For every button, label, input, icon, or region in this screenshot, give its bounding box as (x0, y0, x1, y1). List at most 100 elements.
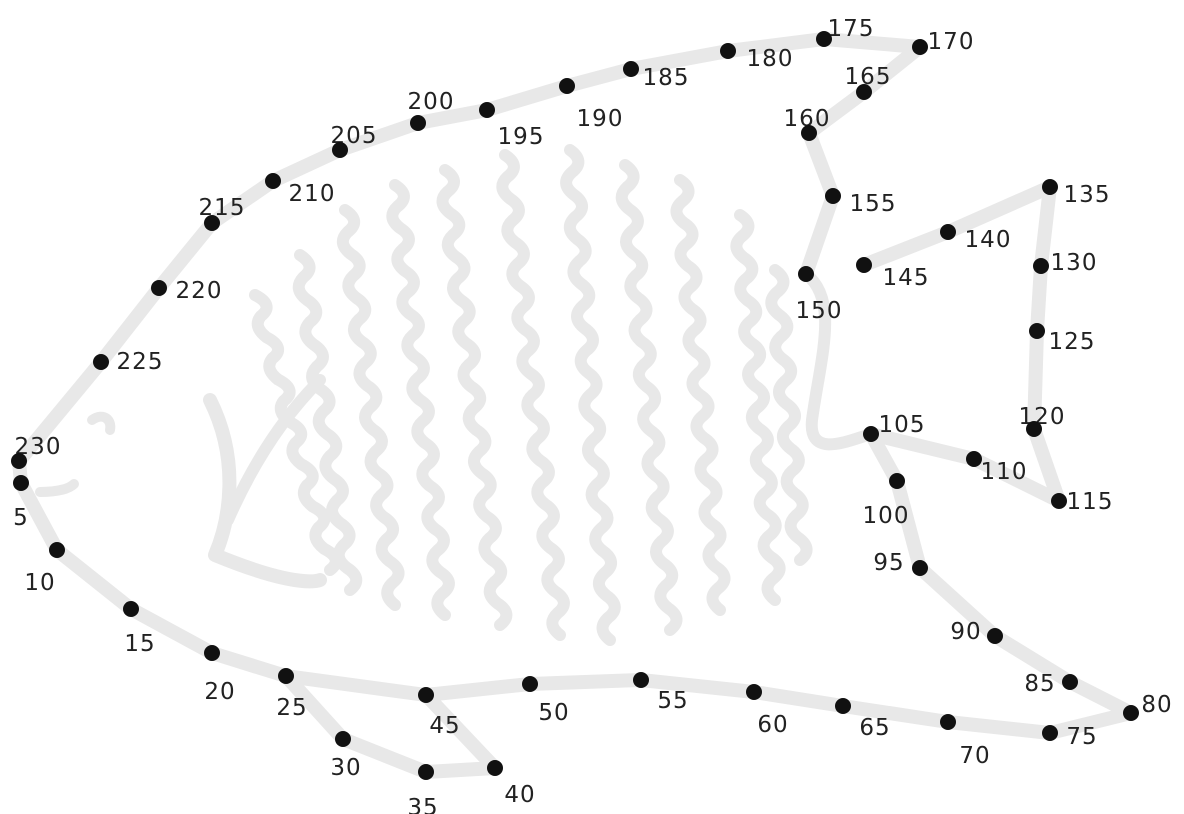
puzzle-dot (940, 224, 956, 240)
tail-joint-guide (800, 268, 877, 451)
scale-stripe-guide (292, 249, 363, 596)
puzzle-dot (1026, 421, 1042, 437)
dot-number-label: 105 (879, 412, 926, 438)
dot-number-label: 40 (504, 782, 535, 808)
dot-number-label: 15 (124, 631, 155, 657)
dot-number-label: 35 (407, 795, 438, 814)
puzzle-dot (1051, 493, 1067, 509)
puzzle-dot (151, 280, 167, 296)
puzzle-dot (816, 31, 832, 47)
scale-stripe-guide (765, 264, 813, 566)
puzzle-dot (559, 78, 575, 94)
puzzle-dot (801, 125, 817, 141)
dot-number-label: 20 (204, 679, 235, 705)
dot-number-label: 155 (850, 191, 897, 217)
dot-number-label: 55 (657, 688, 688, 714)
puzzle-dot (11, 453, 27, 469)
puzzle-dot (912, 560, 928, 576)
gill-line-guide (222, 374, 326, 526)
dot-number-label: 140 (965, 227, 1012, 253)
dot-number-label: 70 (959, 743, 990, 769)
puzzle-dot (522, 676, 538, 692)
dot-number-label: 145 (883, 265, 930, 291)
tail-guide (857, 180, 1066, 508)
puzzle-dot (204, 215, 220, 231)
gill-curve-guide (203, 393, 327, 589)
dot-number-label: 190 (577, 106, 624, 132)
numbered-dots (11, 31, 1139, 780)
dot-number-label: 185 (643, 65, 690, 91)
puzzle-dot (49, 542, 65, 558)
faint-fish-guide-lines (12, 32, 1138, 779)
puzzle-dot (1033, 258, 1049, 274)
puzzle-dot (856, 257, 872, 273)
puzzle-dot (720, 43, 736, 59)
puzzle-dot (418, 687, 434, 703)
dot-number-label: 180 (747, 46, 794, 72)
puzzle-dot (204, 645, 220, 661)
dot-number-label: 95 (873, 550, 904, 576)
dot-number-label: 150 (796, 298, 843, 324)
scale-stripe-guide (615, 159, 683, 636)
puzzle-dot (265, 173, 281, 189)
puzzle-dot (940, 714, 956, 730)
scale-stripe-guide (386, 179, 455, 621)
puzzle-dot (418, 764, 434, 780)
dot-number-label: 50 (538, 700, 569, 726)
dot-number-label: 135 (1064, 182, 1111, 208)
dot-number-label: 175 (828, 16, 875, 42)
puzzle-dot (13, 475, 29, 491)
dot-number-labels: 5 10 15 20 25 30 35 40 45 50 55 60 65 70 75 80 85 90 95 100… (13, 16, 1172, 814)
puzzle-dot (487, 760, 503, 776)
puzzle-dot (863, 426, 879, 442)
dot-number-label: 25 (276, 695, 307, 721)
dot-number-label: 225 (117, 349, 164, 375)
puzzle-dot (479, 102, 495, 118)
dot-number-label: 85 (1024, 671, 1055, 697)
puzzle-dot (410, 115, 426, 131)
scale-stripe-guide (436, 164, 513, 631)
puzzle-dot (1029, 323, 1045, 339)
puzzle-dot (966, 451, 982, 467)
dot-number-label: 30 (330, 755, 361, 781)
dot-number-label: 45 (429, 713, 460, 739)
dot-number-label: 210 (289, 181, 336, 207)
scale-stripe-guide (560, 144, 621, 646)
puzzle-dot (1042, 179, 1058, 195)
dot-number-label: 100 (863, 503, 910, 529)
puzzle-dot (856, 84, 872, 100)
dot-number-label: 60 (757, 712, 788, 738)
puzzle-dot (1042, 725, 1058, 741)
mouth-lip-guide (35, 479, 79, 497)
scale-stripe-guide (249, 289, 342, 576)
body-outline-guide (14, 427, 1138, 740)
dot-number-label: 130 (1051, 250, 1098, 276)
puzzle-dot (278, 668, 294, 684)
puzzle-dot (332, 142, 348, 158)
dot-number-label: 5 (13, 505, 29, 531)
puzzle-dot (93, 354, 109, 370)
puzzle-dot (912, 39, 928, 55)
puzzle-dot (987, 628, 1003, 644)
dot-number-label: 220 (176, 278, 223, 304)
puzzle-dot (623, 61, 639, 77)
dot-number-label: 125 (1049, 329, 1096, 355)
dot-number-label: 90 (950, 619, 981, 645)
dot-number-label: 65 (859, 715, 890, 741)
puzzle-dot (1062, 674, 1078, 690)
scale-stripe-guide (730, 209, 786, 606)
dot-number-label: 110 (981, 459, 1028, 485)
puzzle-dot (633, 672, 649, 688)
dot-number-label: 80 (1141, 692, 1172, 718)
dot-number-label: 170 (928, 29, 975, 55)
dot-number-label: 115 (1067, 489, 1114, 515)
puzzle-dot (798, 266, 814, 282)
scale-stripe-guide (670, 174, 731, 616)
dot-number-label: 75 (1066, 724, 1097, 750)
scale-stripe-guide (496, 149, 570, 641)
puzzle-dot (335, 731, 351, 747)
puzzle-dot (835, 698, 851, 714)
puzzle-dot (825, 188, 841, 204)
puzzle-dot (123, 601, 139, 617)
